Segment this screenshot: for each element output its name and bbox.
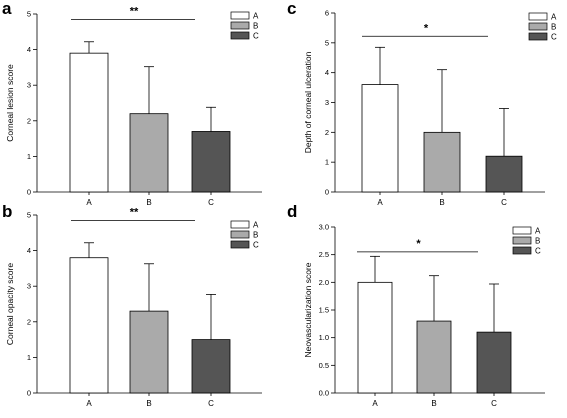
- bar-C: [485, 155, 523, 193]
- y-tick-label: 1: [325, 158, 329, 167]
- legend-label-A: A: [535, 227, 541, 236]
- bar-C: [191, 131, 231, 193]
- y-tick-label: 1: [27, 152, 31, 161]
- bar-C: [191, 339, 231, 394]
- y-tick-label: 5: [325, 38, 329, 47]
- legend-swatch-B: [512, 236, 532, 245]
- legend-swatch-C: [230, 31, 250, 40]
- legend-label-C: C: [253, 32, 259, 41]
- legend-swatch-C: [230, 240, 250, 249]
- y-tick-label: 0.5: [319, 361, 329, 370]
- x-tick-label: C: [208, 198, 214, 207]
- bar-A: [69, 257, 109, 394]
- panel-letter: d: [287, 202, 297, 221]
- y-tick-label: 4: [325, 68, 329, 77]
- bar-B: [423, 131, 461, 193]
- legend-label-B: B: [253, 231, 258, 240]
- y-tick-label: 3: [325, 98, 329, 107]
- chart-panel-d: d 0.0 0.5 1.0 1.5 2.0 2.5 3.0 Neovascularization…: [287, 202, 545, 408]
- x-tick-label: B: [431, 399, 436, 408]
- legend-swatch-B: [528, 22, 548, 31]
- significance-marker: *: [416, 238, 421, 250]
- legend-swatch-A: [512, 226, 532, 235]
- legend-label-A: A: [253, 12, 259, 21]
- legend-label-C: C: [253, 241, 259, 250]
- y-tick-label: 0: [27, 389, 31, 398]
- y-axis-title: Corneal opacity score: [5, 263, 15, 345]
- y-tick-label: 3: [27, 282, 31, 291]
- x-tick-label: B: [146, 198, 151, 207]
- x-tick-label: B: [439, 198, 444, 207]
- legend-swatch-C: [528, 32, 548, 41]
- legend-swatch-C: [512, 246, 532, 255]
- y-tick-label: 3: [27, 81, 31, 90]
- legend-label-B: B: [535, 237, 540, 246]
- legend-label-C: C: [551, 33, 557, 42]
- legend-label-A: A: [253, 221, 259, 230]
- significance-marker: **: [130, 206, 139, 218]
- legend-swatch-A: [528, 12, 548, 21]
- x-tick-label: C: [491, 399, 497, 408]
- x-tick-label: A: [377, 198, 383, 207]
- bar-C: [476, 331, 512, 394]
- x-tick-label: A: [86, 198, 92, 207]
- y-tick-label: 1.5: [319, 306, 329, 315]
- bar-B: [129, 310, 169, 394]
- y-tick-label: 2.5: [319, 250, 329, 259]
- x-tick-label: C: [501, 198, 507, 207]
- legend-label-B: B: [253, 22, 258, 31]
- y-tick-label: 0.0: [319, 389, 329, 398]
- y-tick-label: 4: [27, 45, 31, 54]
- legend-swatch-B: [230, 230, 250, 239]
- panel-letter: a: [2, 0, 12, 18]
- bar-A: [361, 84, 399, 193]
- significance-marker: *: [424, 22, 429, 34]
- x-tick-label: A: [372, 399, 378, 408]
- legend-swatch-B: [230, 21, 250, 30]
- y-tick-label: 0: [325, 188, 329, 197]
- legend-swatch-A: [230, 220, 250, 229]
- y-axis-title: Neovascularization score: [303, 262, 313, 357]
- y-axis-title: Corneal lesion score: [5, 64, 15, 142]
- y-tick-label: 6: [325, 9, 329, 18]
- x-tick-label: A: [86, 399, 92, 408]
- y-tick-label: 3.0: [319, 223, 329, 232]
- legend-label-B: B: [551, 23, 556, 32]
- significance-marker: **: [130, 5, 139, 17]
- panel-letter: c: [287, 0, 296, 18]
- y-tick-label: 1.0: [319, 333, 329, 342]
- bar-A: [69, 52, 109, 193]
- y-tick-label: 2: [325, 128, 329, 137]
- y-tick-label: 2: [27, 317, 31, 326]
- legend-label-C: C: [535, 247, 541, 256]
- panel-letter: b: [2, 202, 12, 221]
- y-tick-label: 0: [27, 188, 31, 197]
- x-tick-label: B: [146, 399, 151, 408]
- x-tick-label: C: [208, 399, 214, 408]
- legend-label-A: A: [551, 13, 557, 22]
- y-tick-label: 4: [27, 246, 31, 255]
- y-tick-label: 2.0: [319, 278, 329, 287]
- y-tick-label: 5: [27, 10, 31, 19]
- legend-swatch-A: [230, 11, 250, 20]
- y-tick-label: 1: [27, 353, 31, 362]
- bar-A: [357, 281, 393, 394]
- y-tick-label: 2: [27, 116, 31, 125]
- bar-B: [129, 113, 169, 193]
- bar-B: [416, 320, 452, 394]
- y-axis-title: Depth of corneal ulceration: [303, 51, 313, 153]
- y-tick-label: 5: [27, 211, 31, 220]
